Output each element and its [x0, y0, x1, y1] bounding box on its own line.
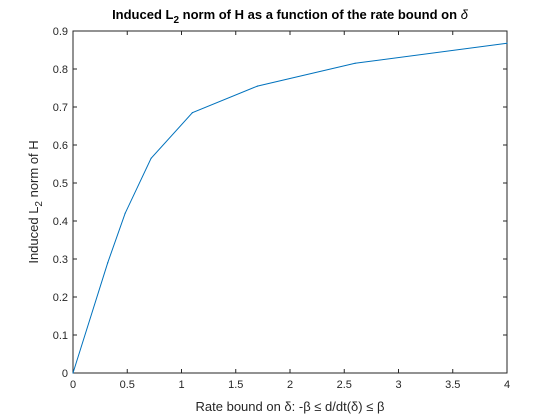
y-axis-ticks: 0 0.1 0.2 0.3 0.4 0.5 0.6 0.7 0.8 0.9	[53, 26, 507, 380]
y-axis-label-prefix: Induced L	[26, 207, 41, 264]
x-tick-label: 0	[70, 379, 76, 391]
y-axis-label: Induced L2 norm of H	[26, 140, 45, 263]
data-point	[354, 62, 356, 64]
chart-title-symbol: δ	[461, 7, 469, 22]
y-tick-label: 0.1	[53, 330, 68, 342]
y-tick-label: 0.6	[53, 140, 68, 152]
y-tick-label: 0.2	[53, 292, 68, 304]
data-point	[107, 262, 109, 264]
chart-title-subscript: 2	[173, 15, 179, 26]
x-tick-label: 3.5	[445, 379, 460, 391]
data-point	[256, 85, 259, 87]
x-tick-label: 1	[178, 379, 184, 391]
data-point	[150, 157, 152, 159]
y-tick-label: 0.5	[53, 178, 68, 190]
data-point	[506, 42, 508, 44]
y-tick-label: 0	[62, 368, 68, 380]
series-line	[72, 42, 508, 374]
y-tick-label: 0.7	[53, 102, 68, 114]
chart-title-prefix: Induced L	[112, 7, 173, 22]
y-tick-label: 0.4	[53, 216, 68, 228]
y-tick-label: 0.9	[53, 26, 68, 38]
x-tick-label: 2.5	[337, 379, 352, 391]
data-point	[124, 212, 126, 214]
y-tick-label: 0.3	[53, 254, 68, 266]
data-point	[72, 372, 74, 374]
data-point	[191, 112, 193, 114]
chart-title-suffix: norm of H as a function of the rate boun…	[179, 7, 461, 22]
plot-area: 0 0.5 1 1.5 2 2.5 3 3.5 4 0 0.1 0.2 0.3 0.4 0.5 0.6 0.7…	[53, 26, 510, 391]
chart-title: Induced L2 norm of H as a function of th…	[112, 7, 469, 26]
y-tick-label: 0.8	[53, 64, 68, 76]
series-layer	[72, 42, 508, 374]
x-tick-label: 2	[287, 379, 293, 391]
x-tick-label: 0.5	[120, 379, 135, 391]
x-axis-label: Rate bound on δ: -β ≤ d/dt(δ) ≤ β	[196, 399, 385, 414]
x-tick-label: 1.5	[228, 379, 243, 391]
y-axis-label-subscript: 2	[34, 201, 45, 207]
axes-box	[72, 30, 508, 374]
x-tick-label: 3	[395, 379, 401, 391]
x-axis-ticks: 0 0.5 1 1.5 2 2.5 3 3.5 4	[70, 31, 510, 391]
y-axis-label-suffix: norm of H	[26, 140, 41, 201]
x-tick-label: 4	[504, 379, 510, 391]
